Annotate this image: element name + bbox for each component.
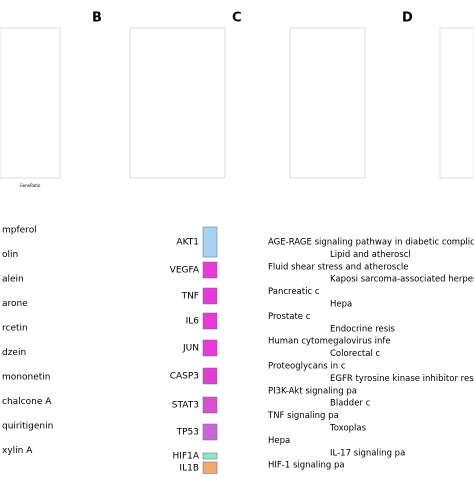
compound-label: olin xyxy=(2,250,18,260)
target-node xyxy=(202,396,218,414)
compound-label: chalcone A xyxy=(2,397,52,407)
pathway-label: Human cytomegalovirus infe xyxy=(268,337,391,347)
target-label: STAT3 xyxy=(172,401,199,411)
target-label: IL6 xyxy=(186,317,200,327)
pathway-label: Fluid shear stress and atheroscle xyxy=(268,262,408,272)
pathway-label: Hepa xyxy=(268,436,290,446)
target-node xyxy=(202,226,218,258)
target-node xyxy=(202,261,218,279)
compound-label: alein xyxy=(2,275,24,285)
pathway-label: Colorectal c xyxy=(330,349,381,359)
target-label: AKT1 xyxy=(176,238,199,248)
pathway-label: TNF signaling pa xyxy=(267,411,339,421)
target-node xyxy=(202,423,218,441)
target-node xyxy=(202,452,218,460)
pathway-label: IL-17 signaling pa xyxy=(330,448,405,458)
target-node xyxy=(202,312,218,330)
target-label: TNF xyxy=(181,292,199,302)
network-nodes: mpferol olin alein arone rcetin dzein mononeti… xyxy=(2,226,474,475)
target-node xyxy=(202,461,218,475)
axis-title: GeneRatio xyxy=(20,183,41,188)
compound-label: arone xyxy=(2,299,28,309)
target-label: JUN xyxy=(182,344,199,354)
compound-label: dzein xyxy=(2,348,26,358)
compound-label: xylin A xyxy=(2,446,33,456)
panel-b xyxy=(129,27,226,179)
panel-a xyxy=(0,27,61,179)
pathway-label: HIF-1 signaling pa xyxy=(268,461,345,471)
pathway-label: Toxoplas xyxy=(329,424,367,434)
pathway-label: PI3K-Akt signaling pa xyxy=(268,386,357,396)
top-panels: B C D GeneRatio xyxy=(0,11,474,188)
pathway-label: Hepa xyxy=(330,300,352,310)
target-node xyxy=(202,339,218,357)
compound-label: mpferol xyxy=(2,226,37,236)
target-label: VEGFA xyxy=(170,266,200,276)
target-label: IL1B xyxy=(179,464,199,474)
panel-label: D xyxy=(402,11,413,26)
panel-d xyxy=(439,27,474,179)
panel-c xyxy=(289,27,366,179)
compound-label: quiritigenin xyxy=(2,422,53,432)
panel-label: C xyxy=(232,11,242,26)
pathway-label: Endocrine resis xyxy=(330,324,396,334)
pathway-label: Proteoglycans in c xyxy=(268,362,346,372)
target-label: CASP3 xyxy=(170,372,199,382)
panel-label: B xyxy=(92,11,102,26)
target-node xyxy=(202,367,218,385)
pathway-label: Pancreatic c xyxy=(268,287,320,297)
pathway-label: AGE-RAGE signaling pathway in diabetic c… xyxy=(268,238,474,248)
pathway-label: Bladder c xyxy=(330,399,371,409)
pathway-label: Kaposi sarcoma-associated herpesvirus in… xyxy=(330,275,474,285)
pathway-label: Prostate c xyxy=(268,312,311,322)
compound-label: rcetin xyxy=(2,324,28,334)
target-label: TP53 xyxy=(176,428,199,438)
pathway-label: Lipid and atheroscl xyxy=(330,250,411,260)
pathway-label: EGFR tyrosine kinase inhibitor resis xyxy=(330,374,474,384)
compound-label: mononetin xyxy=(2,373,50,383)
target-label: HIF1A xyxy=(173,452,200,462)
target-node xyxy=(202,287,218,305)
